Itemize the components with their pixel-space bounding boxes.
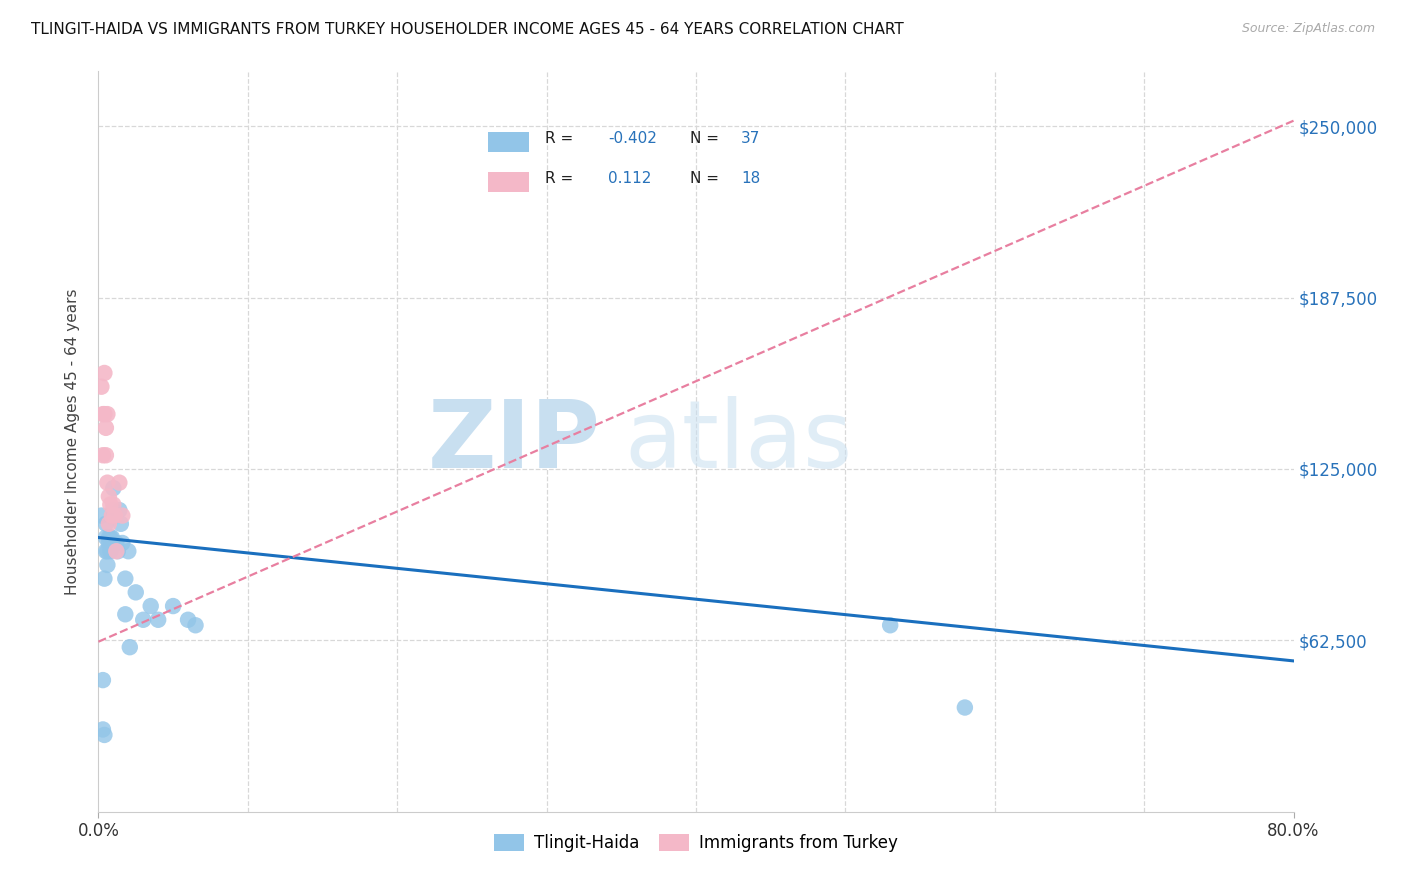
Point xyxy=(104,508,127,523)
Text: Source: ZipAtlas.com: Source: ZipAtlas.com xyxy=(1241,22,1375,36)
Point xyxy=(93,366,115,380)
Point xyxy=(94,448,117,462)
Point xyxy=(98,531,122,545)
Point xyxy=(91,673,114,687)
Point xyxy=(94,531,117,545)
Point xyxy=(125,585,148,599)
Point xyxy=(94,544,117,558)
Text: atlas: atlas xyxy=(624,395,852,488)
Point xyxy=(90,508,112,523)
Point xyxy=(90,380,112,394)
Point xyxy=(105,544,128,558)
Point xyxy=(97,531,120,545)
Point xyxy=(96,475,118,490)
Point xyxy=(108,475,131,490)
Point xyxy=(93,572,115,586)
Point xyxy=(101,508,124,523)
Point xyxy=(96,407,118,421)
Point xyxy=(97,536,120,550)
Point xyxy=(107,544,129,558)
Point xyxy=(177,613,200,627)
Point xyxy=(953,700,976,714)
Point xyxy=(132,613,155,627)
Point xyxy=(103,498,125,512)
Point xyxy=(94,516,117,531)
Point xyxy=(114,572,136,586)
Y-axis label: Householder Income Ages 45 - 64 years: Householder Income Ages 45 - 64 years xyxy=(65,288,80,595)
Text: TLINGIT-HAIDA VS IMMIGRANTS FROM TURKEY HOUSEHOLDER INCOME AGES 45 - 64 YEARS CO: TLINGIT-HAIDA VS IMMIGRANTS FROM TURKEY … xyxy=(31,22,904,37)
Point xyxy=(879,618,901,632)
Point xyxy=(114,607,136,622)
Point xyxy=(97,489,120,503)
Point xyxy=(108,503,131,517)
Point xyxy=(98,498,122,512)
Point xyxy=(91,448,114,462)
Text: ZIP: ZIP xyxy=(427,395,600,488)
Point xyxy=(93,728,115,742)
Point xyxy=(96,544,118,558)
Point xyxy=(111,536,134,550)
Point xyxy=(93,407,115,421)
Point xyxy=(118,640,141,655)
Point xyxy=(97,516,120,531)
Point xyxy=(94,421,117,435)
Point xyxy=(96,558,118,572)
Point xyxy=(111,508,134,523)
Point xyxy=(162,599,184,613)
Point xyxy=(101,536,124,550)
Point xyxy=(105,536,128,550)
Point xyxy=(117,544,139,558)
Point xyxy=(91,407,114,421)
Point xyxy=(91,723,114,737)
Point xyxy=(139,599,162,613)
Point xyxy=(184,618,207,632)
Point xyxy=(104,508,127,523)
Point xyxy=(98,544,122,558)
Point xyxy=(103,503,125,517)
Point xyxy=(110,516,132,531)
Legend: Tlingit-Haida, Immigrants from Turkey: Tlingit-Haida, Immigrants from Turkey xyxy=(486,828,905,859)
Point xyxy=(148,613,170,627)
Point xyxy=(103,481,125,495)
Point xyxy=(101,531,124,545)
